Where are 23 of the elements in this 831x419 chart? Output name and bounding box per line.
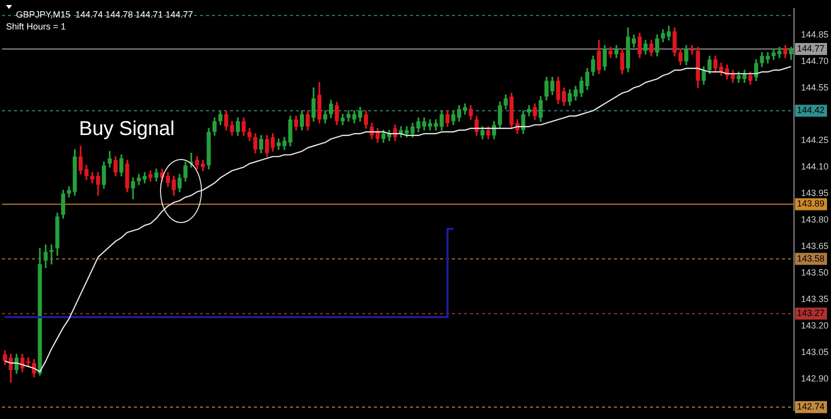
y-tick-label: 144.25 bbox=[801, 135, 829, 146]
y-tick-label: 143.20 bbox=[801, 320, 829, 330]
annotation: Buy Signal bbox=[79, 118, 175, 141]
ref-line-label: 144.77 bbox=[797, 43, 825, 54]
ref-line-label: 143.27 bbox=[797, 308, 825, 318]
y-tick-label: 144.85 bbox=[801, 29, 829, 40]
y-tick-label: 143.65 bbox=[801, 241, 829, 252]
y-tick-label: 144.10 bbox=[801, 162, 829, 172]
ref-line-label: 144.42 bbox=[797, 105, 825, 116]
ref-line-label: 143.89 bbox=[797, 198, 825, 209]
y-tick-label: 143.80 bbox=[801, 214, 829, 225]
y-tick-label: 143.05 bbox=[801, 346, 829, 357]
y-tick-label: 143.35 bbox=[801, 294, 829, 304]
y-tick-label: 144.55 bbox=[801, 82, 829, 92]
y-tick-label: 143.95 bbox=[801, 188, 829, 198]
ref-line-label: 143.58 bbox=[797, 253, 825, 264]
chart-title: GBPJPY,M15 144.74 144.78 144.71 144.77 bbox=[16, 9, 193, 20]
y-tick-label: 143.50 bbox=[801, 267, 829, 278]
ref-line-label: 142.74 bbox=[797, 402, 825, 412]
y-tick-label: 142.90 bbox=[801, 373, 829, 384]
text: Shift Hours = 1 bbox=[6, 21, 66, 32]
y-tick-label: 144.70 bbox=[801, 56, 829, 66]
candlestick bbox=[49, 244, 54, 265]
